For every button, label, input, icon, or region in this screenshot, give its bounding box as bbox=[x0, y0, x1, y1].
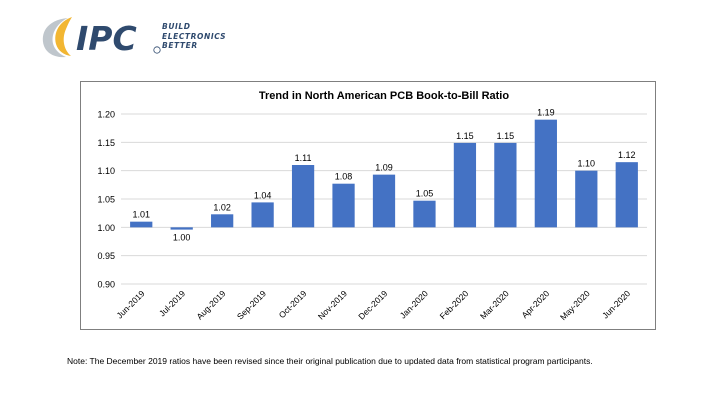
y-tick-label: 1.00 bbox=[97, 223, 115, 233]
x-tick-label: Jun-2019 bbox=[115, 288, 147, 320]
x-tick-label: Mar-2020 bbox=[478, 288, 511, 321]
bar bbox=[211, 214, 234, 228]
tagline-line-1: BUILD bbox=[162, 22, 191, 31]
tagline-line-3: BETTER bbox=[162, 41, 198, 50]
data-label: 1.12 bbox=[618, 150, 636, 160]
data-label: 1.15 bbox=[456, 131, 474, 141]
x-tick-label: Nov-2019 bbox=[316, 288, 349, 321]
bar bbox=[251, 202, 274, 228]
x-tick-label: Sep-2019 bbox=[235, 288, 268, 321]
bar bbox=[130, 221, 153, 228]
data-label: 1.10 bbox=[578, 159, 596, 169]
data-label: 1.05 bbox=[416, 189, 434, 199]
y-tick-label: 0.90 bbox=[97, 280, 115, 290]
x-tick-label: Aug-2019 bbox=[194, 288, 227, 321]
x-tick-label: Jun-2020 bbox=[600, 288, 632, 320]
bar bbox=[372, 174, 396, 228]
data-label: 1.02 bbox=[213, 202, 231, 212]
y-tick-label: 1.15 bbox=[97, 138, 115, 148]
y-tick-label: 0.95 bbox=[97, 251, 115, 261]
footnote: Note: The December 2019 ratios have been… bbox=[67, 356, 593, 366]
data-label: 1.11 bbox=[295, 153, 312, 163]
bar bbox=[534, 119, 557, 228]
y-tick-label: 1.20 bbox=[97, 110, 115, 120]
x-tick-label: Dec-2019 bbox=[356, 288, 389, 321]
ipc-logo: IPC bbox=[42, 17, 161, 58]
data-label: 1.09 bbox=[375, 163, 393, 173]
bar bbox=[413, 200, 436, 228]
x-tick-label: May-2020 bbox=[558, 288, 592, 322]
bar bbox=[170, 227, 193, 230]
chart-container: Trend in North American PCB Book-to-Bill… bbox=[80, 81, 656, 330]
logo-swoosh-gray bbox=[42, 18, 68, 58]
x-tick-label: Feb-2020 bbox=[438, 288, 471, 321]
y-tick-label: 1.05 bbox=[97, 195, 115, 205]
data-label: 1.15 bbox=[497, 131, 515, 141]
data-label: 1.08 bbox=[335, 172, 353, 182]
bar bbox=[575, 170, 598, 228]
registered-mark-icon bbox=[153, 46, 161, 54]
bar bbox=[615, 162, 638, 228]
bar bbox=[494, 142, 517, 228]
tagline-line-2: ELECTRONICS bbox=[162, 31, 227, 41]
chart-title: Trend in North American PCB Book-to-Bill… bbox=[259, 90, 509, 102]
bar-chart: Trend in North American PCB Book-to-Bill… bbox=[97, 90, 647, 322]
data-label: 1.19 bbox=[537, 108, 555, 118]
x-tick-label: Apr-2020 bbox=[519, 288, 551, 320]
logo-tagline: BUILD ELECTRONICS BETTER bbox=[162, 22, 226, 51]
x-tick-label: Oct-2019 bbox=[277, 288, 309, 320]
data-label: 1.04 bbox=[254, 190, 272, 200]
bar bbox=[291, 165, 315, 228]
bar bbox=[332, 183, 355, 228]
x-tick-label: Jul-2019 bbox=[157, 288, 187, 318]
bar bbox=[453, 142, 477, 228]
logo-swoosh-gold bbox=[55, 17, 72, 56]
y-tick-label: 1.10 bbox=[97, 166, 115, 176]
x-tick-label: Jan-2020 bbox=[398, 288, 430, 320]
data-label: 1.00 bbox=[173, 233, 191, 243]
logo-wordmark: IPC bbox=[76, 19, 137, 58]
data-label: 1.01 bbox=[132, 210, 150, 220]
